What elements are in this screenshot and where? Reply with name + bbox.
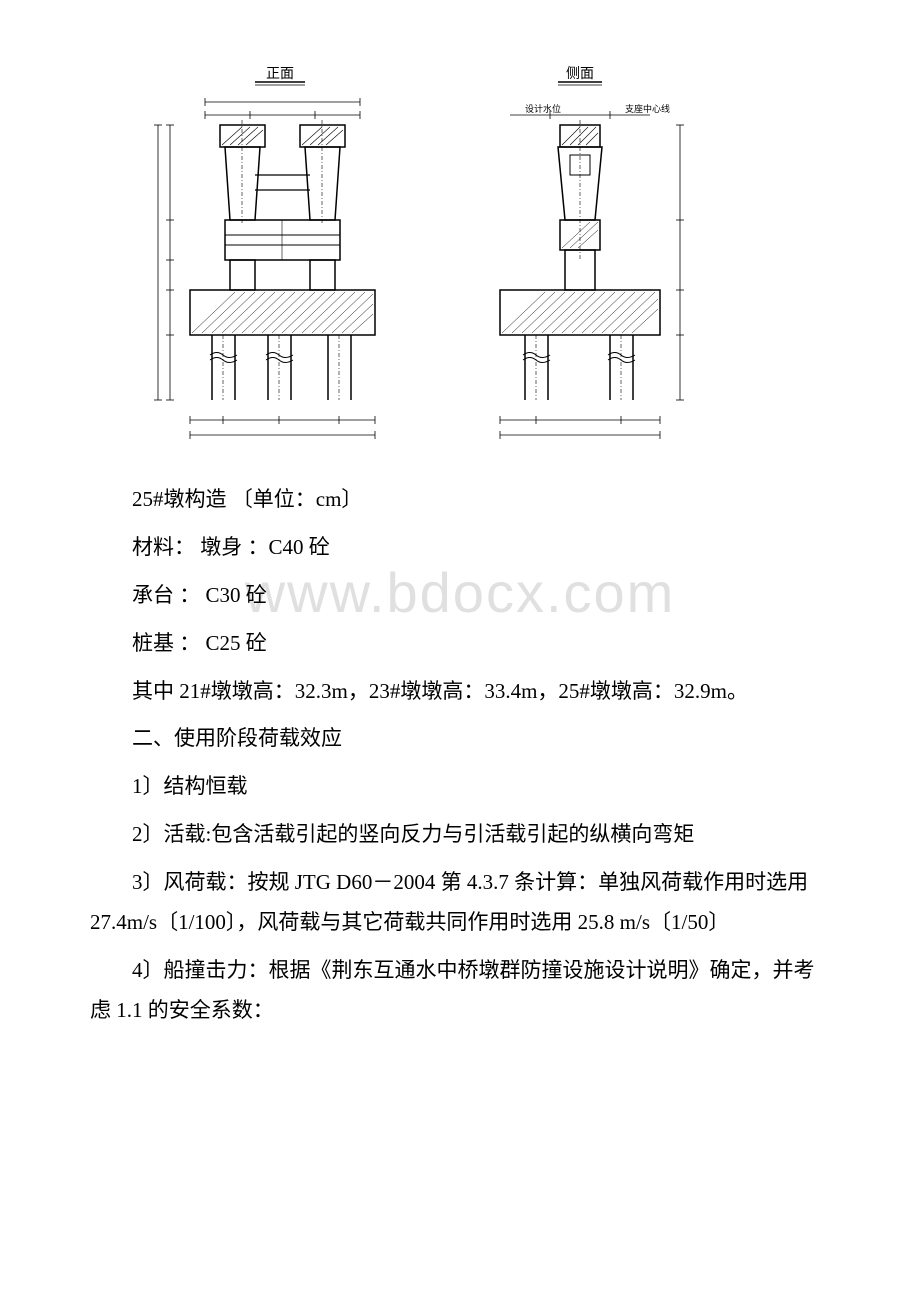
svg-text:设计水位: 设计水位 — [525, 103, 561, 114]
diagram-caption: 25#墩构造 〔单位：cm〕 — [90, 480, 830, 520]
pier-diagram: 正面 — [150, 60, 710, 460]
pier-heights: 其中 21#墩墩高：32.3m，23#墩墩高：33.4m，25#墩墩高：32.9… — [90, 672, 830, 712]
load-item-3: 3〕风荷载：按规 JTG D60－2004 第 4.3.7 条计算：单独风荷载作… — [90, 863, 830, 943]
section-2-title: 二、使用阶段荷载效应 — [90, 719, 830, 759]
diagram-svg: 正面 — [150, 60, 710, 460]
right-view: 侧面 设计水位 支座中心线 — [500, 66, 684, 439]
svg-text:支座中心线: 支座中心线 — [625, 103, 670, 114]
svg-text:侧面: 侧面 — [566, 66, 594, 82]
material-cap: 承台 ： C30 砼 — [90, 576, 830, 616]
load-item-4: 4〕船撞击力：根据《荆东互通水中桥墩群防撞设施设计说明》确定，并考虑 1.1 的… — [90, 951, 830, 1031]
material-pier-body: 材料： 墩身 ：C40 砼 — [90, 528, 830, 568]
load-item-2: 2〕活载:包含活载引起的竖向反力与引活载引起的纵横向弯矩 — [90, 815, 830, 855]
svg-text:正面: 正面 — [266, 67, 294, 82]
load-item-1: 1〕结构恒载 — [90, 767, 830, 807]
material-pile: 桩基 ： C25 砼 — [90, 624, 830, 664]
left-view: 正面 — [154, 67, 375, 439]
